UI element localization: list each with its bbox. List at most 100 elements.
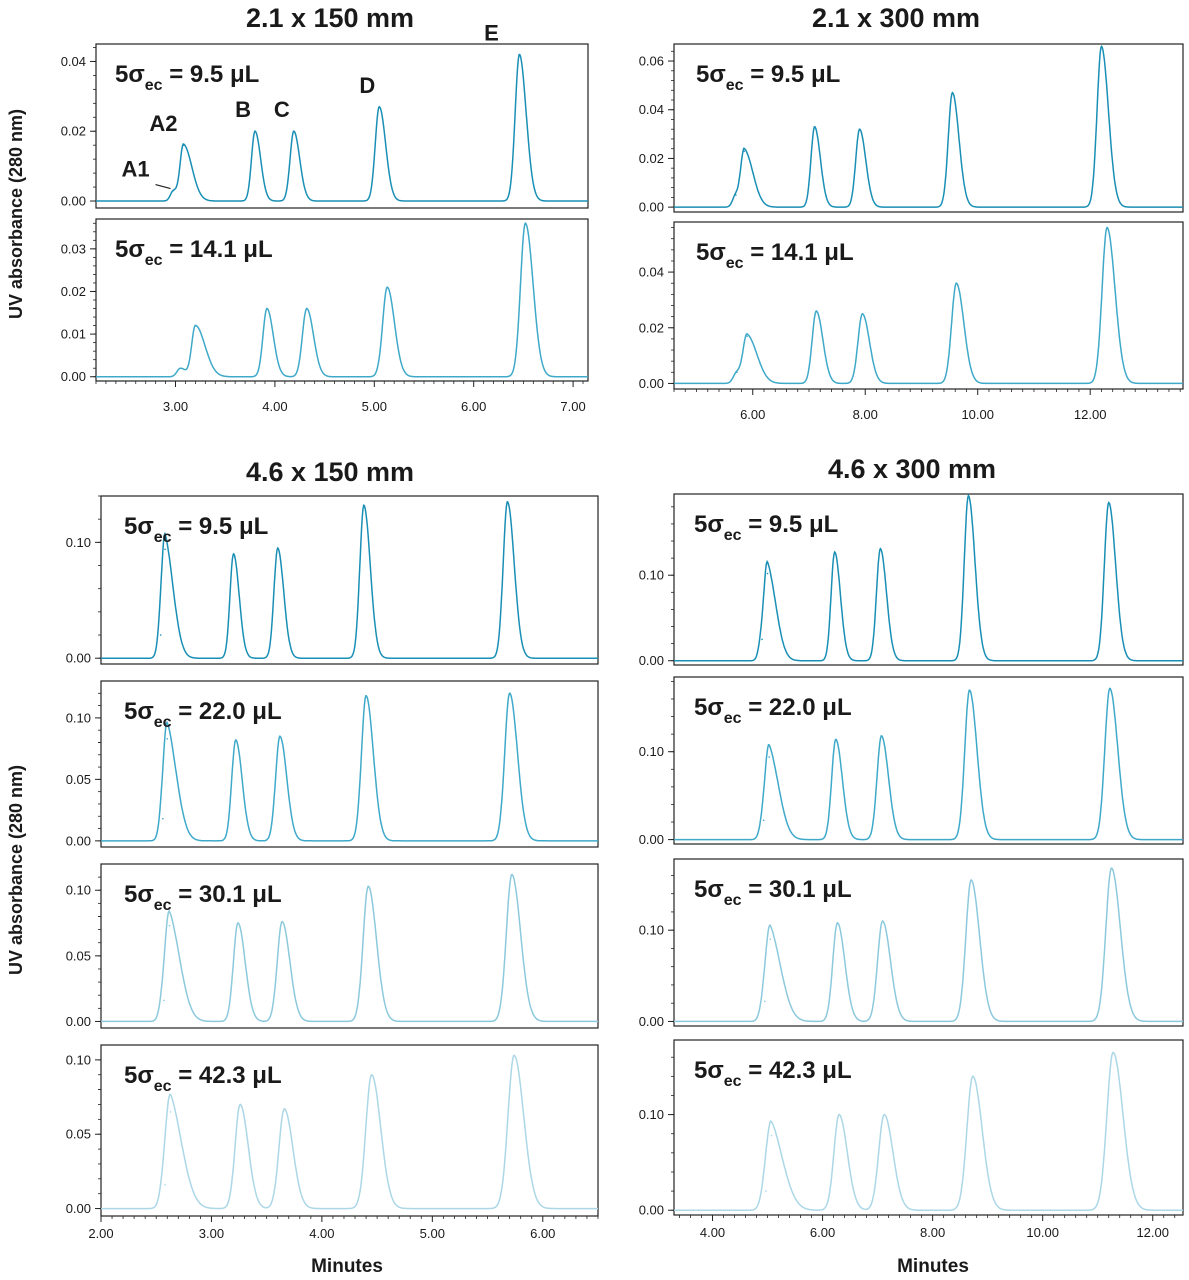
y-tick-label: 0.00: [639, 376, 664, 391]
annotation-main: 5σ: [694, 694, 724, 721]
x-tick-label: 12.00: [1074, 407, 1107, 422]
peak-point: [363, 504, 365, 507]
x-tick-label: 8.00: [920, 1225, 945, 1240]
peak-point: [1109, 687, 1111, 690]
y-tick-label: 0.00: [66, 1201, 91, 1216]
annotation-rest: = 42.3 μL: [742, 1057, 852, 1084]
annotation-subscript: ec: [145, 252, 163, 269]
peak-point: [951, 91, 954, 94]
y-tick-label: 0.00: [639, 832, 664, 847]
y-tick-label: 0.02: [639, 151, 664, 166]
peak-point: [506, 500, 509, 503]
peak-point: [769, 938, 772, 941]
x-tick-label: 10.00: [1026, 1225, 1059, 1240]
x-tick-label: 7.00: [560, 399, 585, 414]
peak-point: [166, 737, 169, 740]
chromatogram-trace: [96, 222, 588, 378]
y-tick-label: 0.00: [66, 1014, 91, 1029]
y-tick-label: 0.04: [61, 54, 86, 69]
peak-point: [169, 1111, 172, 1113]
peak-point: [194, 324, 197, 327]
peak-point: [765, 1190, 767, 1192]
y-tick-label: 0.00: [66, 833, 91, 848]
x-tick-label: 3.00: [163, 399, 188, 414]
x-tick-label: 6.00: [530, 1226, 555, 1241]
annotation-rest: = 42.3 μL: [172, 1062, 282, 1089]
peak-point: [880, 735, 883, 737]
y-tick-label: 0.05: [66, 772, 91, 787]
y-tick-label: 0.03: [61, 241, 86, 256]
peak-point: [815, 310, 818, 312]
annotation-main: 5σ: [696, 239, 726, 266]
peak-point: [511, 873, 513, 876]
chromatogram-trace: [101, 1054, 598, 1210]
peak-point: [234, 739, 237, 741]
peak-point: [508, 692, 511, 695]
panel-2: 0.00 0.01 0.02 0.03 5σec = 14.1 μL: [61, 218, 589, 387]
panel-annotation: 5σec = 9.5 μL: [694, 511, 838, 544]
peak-point: [1100, 45, 1103, 48]
charts-layer: 2.1 x 150 mm0.000.020.04 5σec = 9.5 μLA1A…: [61, 3, 1184, 1241]
panel-1: 0.00 0.02 0.04 0.06 5σec = 9.5 μL: [639, 43, 1184, 215]
peak-point: [279, 735, 281, 738]
x-tick-label: 5.00: [420, 1226, 445, 1241]
x-tick-label: 6.00: [461, 399, 486, 414]
annotation-subscript: ec: [726, 77, 744, 94]
annotation-subscript: ec: [154, 529, 172, 546]
peak-point: [370, 1073, 373, 1076]
annotation-rest: = 9.5 μL: [172, 513, 269, 540]
peak-point: [182, 144, 185, 146]
y-tick-label: 0.02: [61, 124, 86, 139]
annotation-main: 5σ: [696, 61, 726, 88]
peak-point: [281, 920, 283, 923]
peak-point: [861, 313, 864, 315]
peak-point: [159, 634, 162, 636]
peak-point: [833, 551, 836, 553]
annotation-subscript: ec: [724, 892, 742, 909]
y-tick-label: 0.10: [66, 1052, 91, 1067]
peak-point: [163, 999, 165, 1002]
y-tick-label: 0.10: [639, 1107, 664, 1122]
annotation-subscript: ec: [154, 714, 172, 731]
x-tick-label: 8.00: [853, 407, 878, 422]
peak-point: [237, 922, 239, 924]
panel-annotation: 5σec = 42.3 μL: [694, 1057, 852, 1090]
peak-point: [283, 1108, 286, 1110]
panel-annotation: 5σec = 9.5 μL: [696, 61, 840, 94]
y-tick-label: 0.10: [639, 744, 664, 759]
annotation-rest: = 9.5 μL: [163, 61, 260, 88]
y-tick-label: 0.10: [66, 883, 91, 898]
panel-1: 0.00 0.10 5σec = 9.5 μL: [639, 493, 1184, 668]
panel-frame: [673, 43, 1184, 213]
x-tick-label: 4.00: [262, 399, 287, 414]
chromatogram-trace: [96, 53, 588, 202]
y-tick-label: 0.00: [639, 1203, 664, 1218]
peak-point: [276, 547, 279, 549]
panel-frame: [673, 676, 1184, 845]
annotation-subscript: ec: [724, 527, 742, 544]
annotation-subscript: ec: [726, 255, 744, 272]
annotation-rest: = 22.0 μL: [742, 694, 852, 721]
y-tick-label: 0.04: [639, 265, 664, 280]
x-tick-label: 5.00: [362, 399, 387, 414]
annotation-rest: = 14.1 μL: [744, 239, 854, 266]
peak-point: [254, 130, 256, 133]
y-tick-label: 0.02: [639, 320, 664, 335]
x-tick-label: 4.00: [700, 1225, 725, 1240]
peak-point: [735, 194, 737, 196]
annotation-subscript: ec: [154, 897, 172, 914]
annotation-rest: = 22.0 μL: [172, 698, 282, 725]
panel-annotation: 5σec = 22.0 μL: [124, 698, 282, 731]
y-tick-label: 0.00: [639, 653, 664, 668]
peak-point: [513, 1054, 515, 1057]
peak-leader-line: [155, 183, 171, 190]
peak-point: [232, 553, 235, 555]
peak-point: [239, 1103, 241, 1106]
chromatogram-trace: [674, 493, 1183, 662]
peak-point: [1112, 1051, 1114, 1054]
peak-point: [179, 367, 182, 370]
peak-point: [766, 572, 769, 575]
peak-point: [761, 638, 763, 641]
